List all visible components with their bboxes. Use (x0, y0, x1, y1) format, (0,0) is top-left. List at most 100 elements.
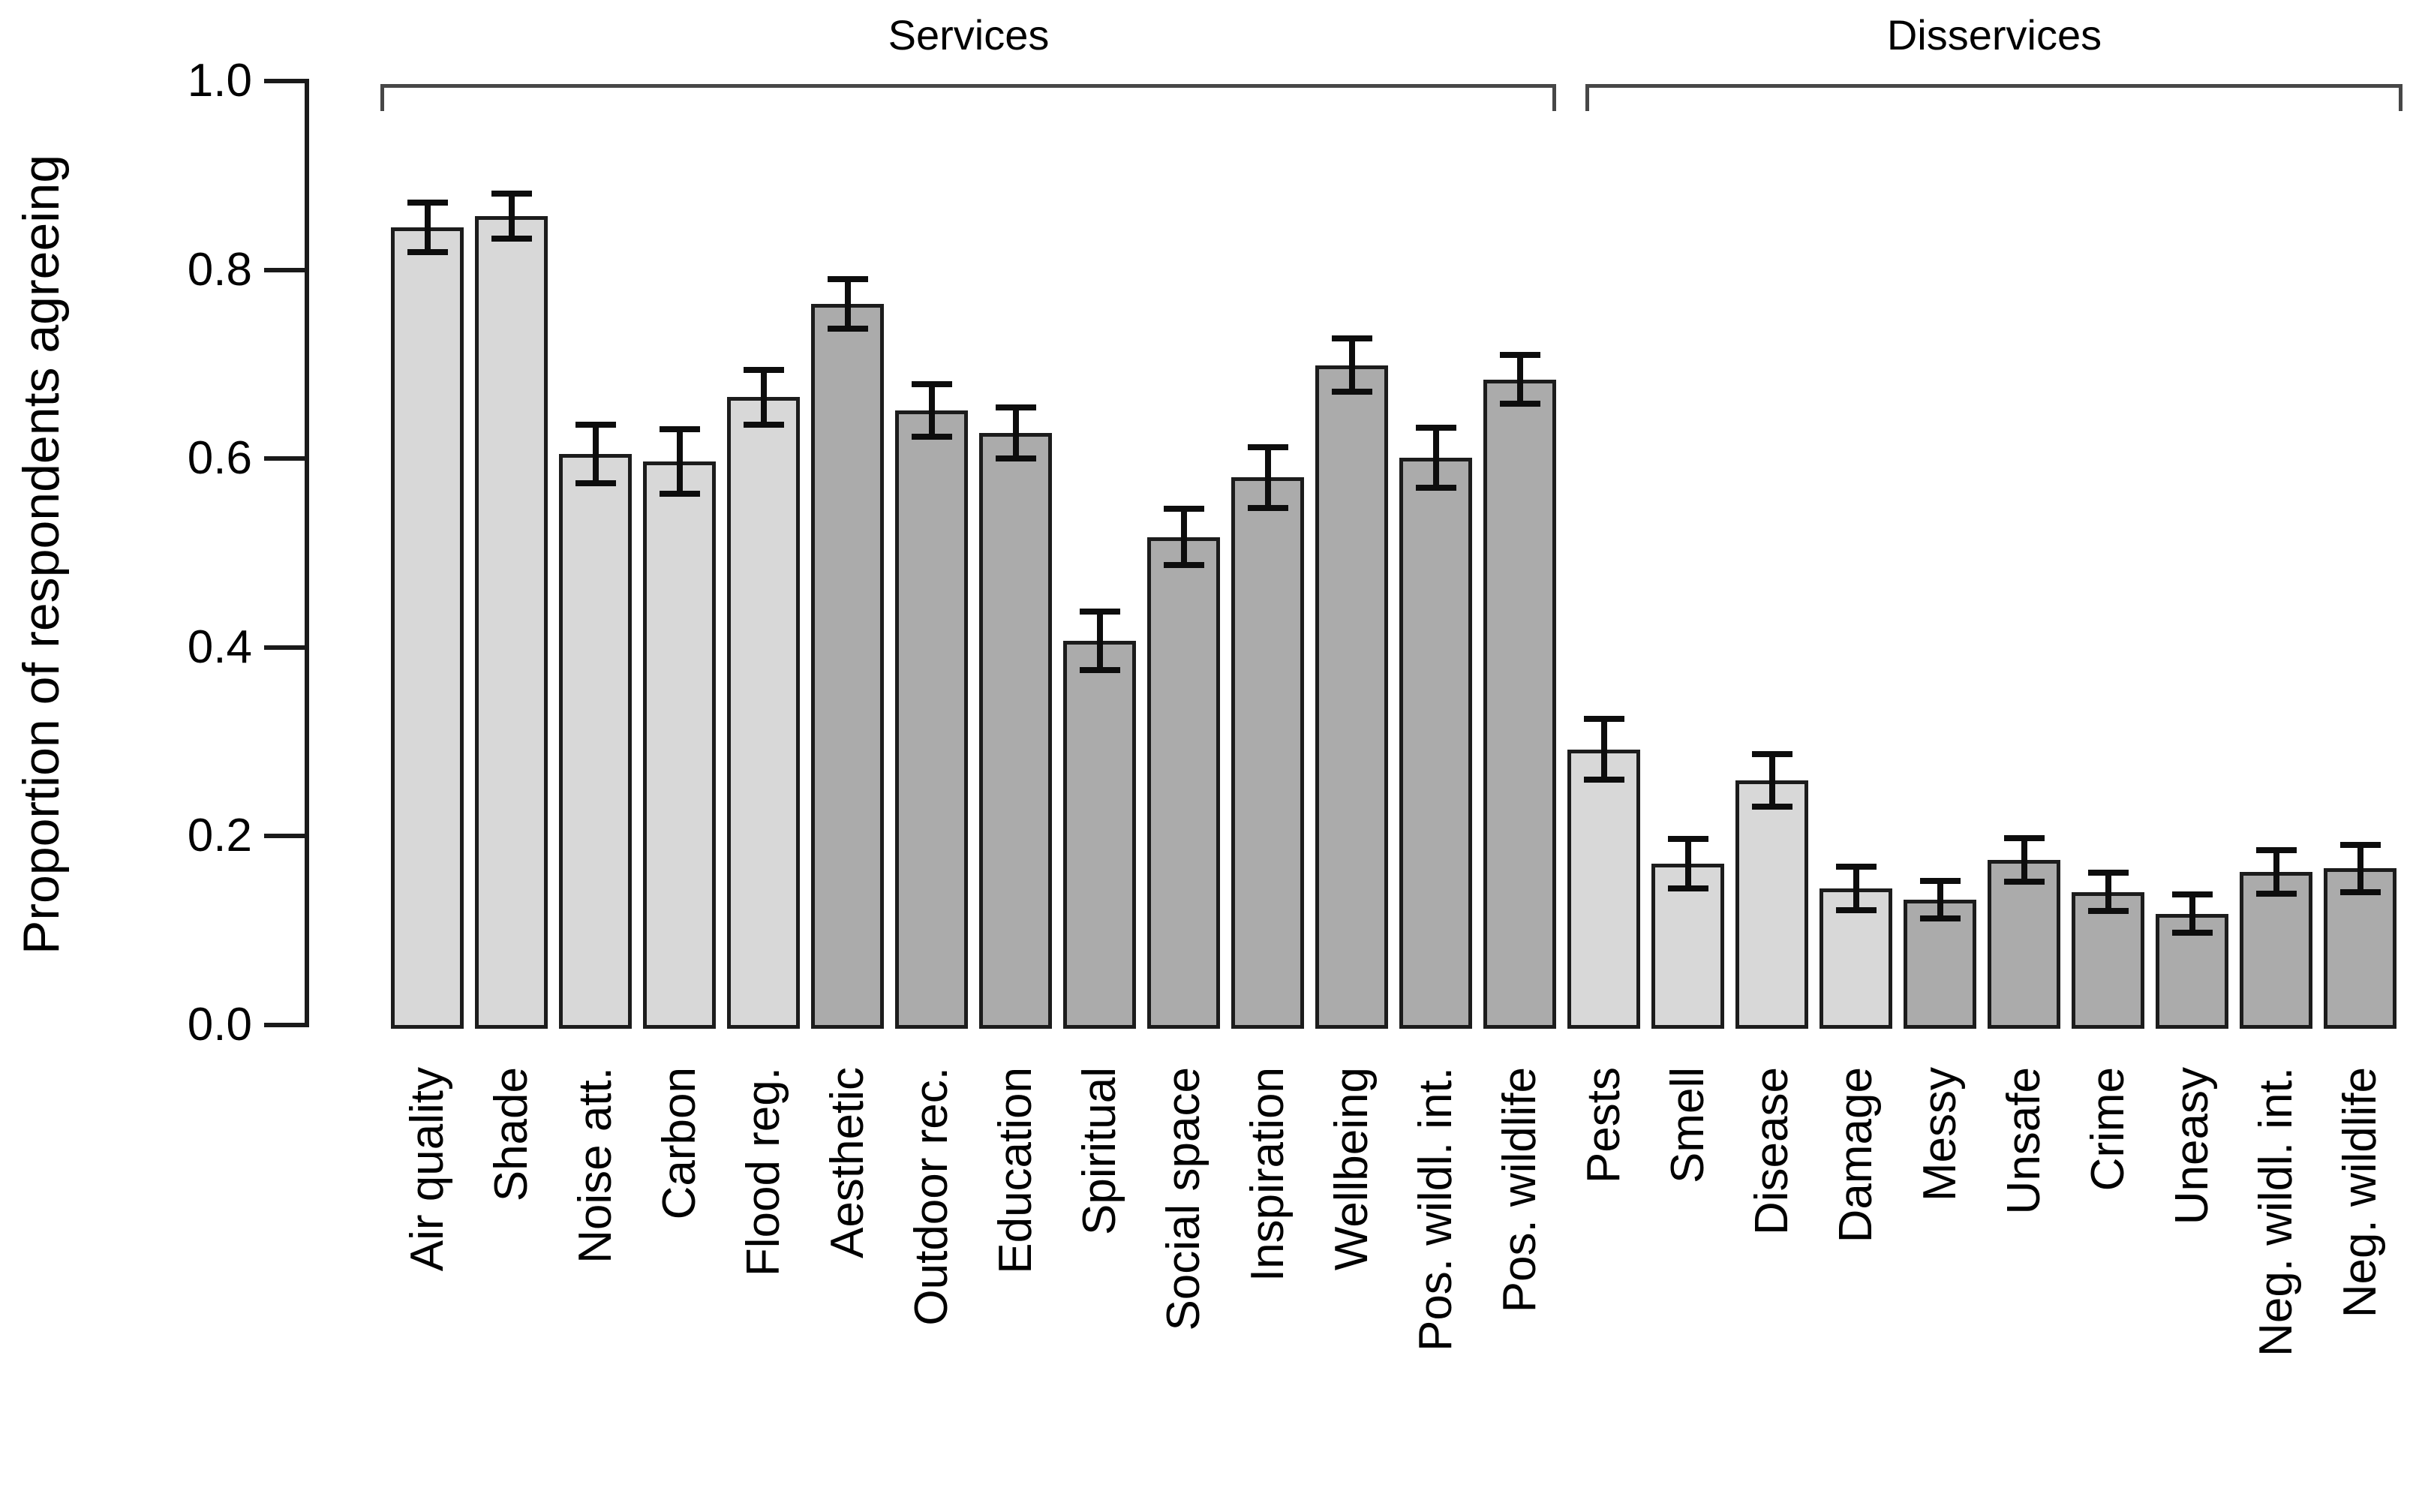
bar-aesthetic (811, 303, 884, 1029)
error-bar-cap-bottom (1248, 504, 1288, 511)
error-bar-cap-bottom (407, 248, 448, 255)
error-bar-line (2189, 894, 2195, 933)
y-tick-mark (264, 456, 305, 461)
error-bar-cap-top (1416, 424, 1456, 431)
x-category-label-text: Damage (1830, 1067, 1882, 1243)
error-bar-cap-top (1668, 836, 1708, 843)
error-bar-line (1097, 611, 1103, 670)
error-bar-cap-bottom (1752, 804, 1792, 810)
x-category-label-text: Pests (1578, 1067, 1630, 1184)
bar-carbon (643, 461, 716, 1029)
bracket-end-left-disservices (1585, 84, 1589, 111)
bar-wellbeing (1315, 365, 1388, 1029)
y-tick-mark (264, 834, 305, 839)
error-bar-cap-bottom (1920, 915, 1961, 921)
error-bar-cap-top (1248, 444, 1288, 451)
error-bar-line (1853, 866, 1859, 910)
error-bar-line (761, 369, 767, 425)
y-tick-label: 0.8 (187, 243, 252, 296)
bar-outdoor-rec (895, 410, 968, 1029)
error-bar-cap-top (744, 366, 784, 373)
error-bar-cap-top (2340, 841, 2381, 848)
error-bar-cap-top (1584, 716, 1624, 723)
error-bar-line (593, 424, 599, 483)
bracket-line-services (380, 84, 1556, 88)
error-bar-cap-bottom (1500, 401, 1540, 407)
error-bar-cap-top (407, 200, 448, 206)
error-bar-cap-bottom (828, 325, 868, 332)
x-category-label-text: Inspiration (1242, 1067, 1294, 1282)
x-category-label-text: Aesthetic (822, 1067, 873, 1259)
x-category-label-text: Outdoor rec. (906, 1067, 957, 1326)
error-bar-line (509, 193, 515, 239)
error-bar-cap-top (1500, 351, 1540, 358)
error-bar-cap-top (575, 421, 616, 428)
error-bar-line (1937, 880, 1943, 918)
bar-crime (2072, 891, 2144, 1029)
bar-pos-wildl-int (1399, 457, 1472, 1029)
error-bar-cap-bottom (660, 490, 700, 497)
error-bar-cap-bottom (2172, 929, 2213, 936)
bar-education (979, 433, 1052, 1029)
x-category-label-text: Shade (485, 1067, 537, 1202)
bar-pos-wildlife (1483, 379, 1556, 1029)
error-bar-line (845, 279, 851, 329)
error-bar-line (2021, 837, 2027, 882)
error-bar-cap-bottom (1332, 388, 1372, 395)
bar-air-quality (391, 227, 464, 1029)
bar-spiritual (1063, 640, 1136, 1029)
error-bar-cap-bottom (2256, 891, 2297, 897)
bar-social-space (1147, 537, 1220, 1029)
error-bar-cap-bottom (912, 434, 952, 440)
x-category-label-text: Smell (1662, 1067, 1714, 1184)
error-bar-cap-top (491, 190, 532, 197)
error-bar-cap-bottom (575, 479, 616, 486)
group-label-disservices: Disservices (1886, 11, 2102, 59)
error-bar-line (1349, 338, 1355, 392)
bar-pests (1567, 749, 1640, 1029)
error-bar-cap-bottom (2088, 907, 2129, 914)
y-tick-label: 0.6 (187, 432, 252, 485)
x-category-label-text: Pos. wildl. int. (1410, 1067, 1462, 1352)
x-category-label-text: Spiritual (1074, 1067, 1125, 1235)
error-bar-cap-bottom (2340, 888, 2381, 895)
x-category-label-text: Unsafe (1998, 1067, 2050, 1215)
x-category-label-text: Disease (1746, 1067, 1798, 1235)
error-bar-cap-top (1836, 863, 1877, 870)
error-bar-line (1517, 354, 1523, 404)
error-bar-cap-top (996, 404, 1036, 411)
bar-flood-reg (727, 397, 800, 1029)
x-category-label-text: Noise att. (569, 1067, 621, 1264)
error-bar-line (929, 383, 935, 437)
error-bar-line (2357, 844, 2363, 892)
error-bar-cap-bottom (1416, 485, 1456, 491)
error-bar-cap-top (1752, 750, 1792, 757)
x-category-label-text: Education (990, 1067, 1041, 1274)
y-tick-label: 0.2 (187, 810, 252, 862)
error-bar-line (1433, 427, 1439, 488)
error-bar-cap-top (2172, 891, 2213, 898)
error-bar-cap-top (2004, 834, 2045, 841)
bracket-end-left-services (380, 84, 384, 111)
y-axis-line (305, 79, 309, 1027)
error-bar-line (2273, 850, 2279, 894)
x-category-label-text: Social space (1158, 1067, 1210, 1331)
y-tick-mark (264, 267, 305, 272)
y-tick-mark (264, 79, 305, 83)
bar-noise-att (559, 453, 632, 1029)
x-category-label-text: Flood reg. (738, 1067, 789, 1277)
y-tick-mark (264, 1023, 305, 1027)
error-bar-line (1769, 753, 1775, 807)
error-bar-line (1013, 407, 1019, 459)
y-tick-label: 0.4 (187, 621, 252, 673)
error-bar-cap-top (912, 380, 952, 387)
y-axis-title-text: Proportion of respondents agreeing (13, 154, 70, 955)
error-bar-line (1601, 719, 1607, 780)
bracket-end-right-services (1552, 84, 1556, 111)
error-bar-line (1685, 839, 1691, 888)
x-category-label-text: Uneasy (2166, 1067, 2218, 1225)
error-bar-cap-bottom (1836, 906, 1877, 913)
error-bar-cap-bottom (996, 455, 1036, 462)
bar-inspiration (1231, 477, 1304, 1029)
